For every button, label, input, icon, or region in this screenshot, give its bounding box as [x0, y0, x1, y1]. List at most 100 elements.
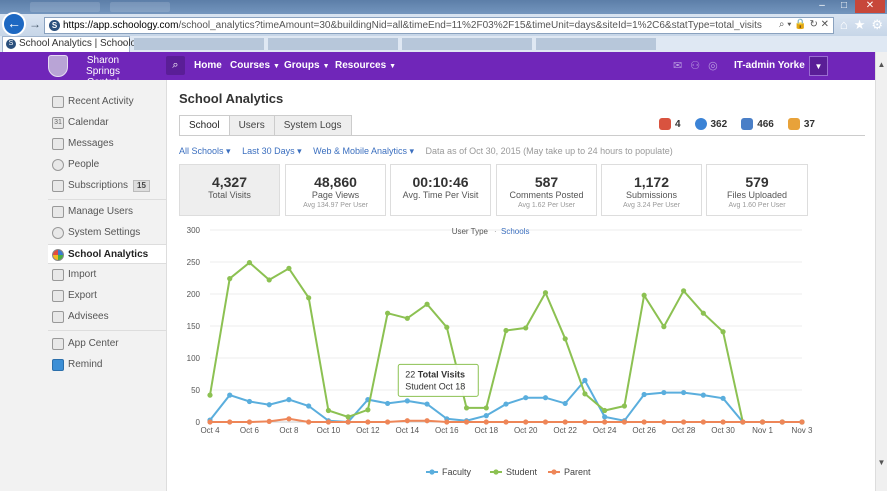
data-point-faculty[interactable]: [286, 397, 292, 403]
data-point-student[interactable]: [286, 265, 292, 271]
data-point-student[interactable]: [207, 392, 213, 398]
stat-avg-time[interactable]: 00:10:46 Avg. Time Per Visit: [390, 164, 491, 216]
data-point-student[interactable]: [582, 391, 588, 397]
favorites-star-icon[interactable]: ★: [853, 17, 866, 32]
data-point-student[interactable]: [542, 290, 549, 296]
settings-gear-icon[interactable]: ⚙: [871, 17, 883, 32]
data-point-student[interactable]: [483, 405, 489, 411]
browser-tab-inactive[interactable]: [268, 38, 398, 50]
forward-arrow-icon[interactable]: →: [29, 17, 41, 31]
school-crest-icon[interactable]: [48, 55, 68, 77]
data-point-student[interactable]: [444, 324, 450, 330]
data-point-faculty[interactable]: [246, 398, 253, 405]
data-point-student[interactable]: [246, 260, 253, 266]
home-icon[interactable]: ⌂: [839, 17, 848, 32]
data-point-parent[interactable]: [227, 419, 233, 425]
data-point-parent[interactable]: [799, 419, 805, 425]
data-point-parent[interactable]: [483, 419, 489, 425]
data-point-parent[interactable]: [365, 419, 371, 425]
data-point-student[interactable]: [266, 277, 272, 283]
sidebar-item-remind[interactable]: Remind: [48, 355, 166, 375]
data-point-student[interactable]: [227, 276, 233, 282]
sidebar-item-app-center[interactable]: App Center: [48, 334, 166, 354]
data-point-faculty[interactable]: [266, 402, 272, 408]
data-point-parent[interactable]: [404, 418, 410, 424]
tab-school[interactable]: School: [179, 115, 230, 136]
user-name[interactable]: IT-admin Yorke: [734, 60, 805, 71]
data-point-parent[interactable]: [424, 418, 430, 424]
data-point-student[interactable]: [700, 310, 706, 316]
scroll-up-icon[interactable]: ▲: [877, 60, 886, 69]
close-window-icon[interactable]: ✕: [855, 0, 885, 13]
data-point-student[interactable]: [523, 325, 529, 331]
tab-users[interactable]: Users: [228, 115, 275, 136]
data-point-student[interactable]: [621, 403, 627, 409]
data-point-student[interactable]: [385, 310, 391, 316]
data-point-parent[interactable]: [582, 419, 588, 425]
nav-courses[interactable]: Courses ▼: [230, 60, 280, 71]
messages-icon[interactable]: ✉: [673, 60, 683, 72]
data-point-parent[interactable]: [681, 419, 687, 425]
data-point-parent[interactable]: [503, 419, 509, 425]
stat-page-views[interactable]: 48,860 Page Views Avg 134.97 Per User: [285, 164, 386, 216]
data-point-faculty[interactable]: [385, 400, 391, 407]
data-point-student[interactable]: [365, 407, 371, 413]
data-point-parent[interactable]: [306, 419, 312, 425]
data-point-parent[interactable]: [779, 419, 785, 425]
data-point-faculty[interactable]: [641, 391, 647, 398]
data-point-parent[interactable]: [463, 419, 470, 425]
legend-marker-faculty[interactable]: [429, 469, 435, 475]
nav-home[interactable]: Home: [194, 60, 222, 71]
data-point-faculty[interactable]: [661, 389, 667, 396]
data-point-parent[interactable]: [602, 419, 608, 425]
tab-system-logs[interactable]: System Logs: [273, 115, 352, 136]
nav-resources[interactable]: Resources ▼: [335, 60, 397, 71]
data-point-student[interactable]: [681, 288, 687, 294]
data-point-faculty[interactable]: [602, 414, 608, 420]
data-point-parent[interactable]: [444, 419, 450, 425]
data-point-parent[interactable]: [207, 419, 213, 425]
data-point-parent[interactable]: [621, 419, 627, 425]
browser-tab-inactive[interactable]: [402, 38, 532, 50]
legend-marker-student[interactable]: [493, 469, 499, 475]
stat-files-uploaded[interactable]: 579 Files Uploaded Avg 1.60 Per User: [706, 164, 808, 216]
date-range-dropdown[interactable]: Last 30 Days ▾: [242, 146, 302, 156]
data-point-parent[interactable]: [759, 419, 766, 425]
data-point-faculty[interactable]: [562, 400, 568, 407]
minimize-icon[interactable]: –: [819, 0, 825, 11]
url-actions[interactable]: ⌕ ▾ 🔒 ↻ ✕: [778, 19, 829, 30]
data-point-parent[interactable]: [641, 419, 647, 425]
data-point-faculty[interactable]: [483, 413, 489, 419]
data-point-parent[interactable]: [246, 419, 253, 425]
data-point-parent[interactable]: [266, 418, 272, 424]
sidebar-item-messages[interactable]: Messages: [48, 134, 166, 154]
data-point-student[interactable]: [345, 414, 351, 420]
data-point-parent[interactable]: [661, 419, 667, 425]
maximize-icon[interactable]: □: [840, 0, 848, 11]
data-point-parent[interactable]: [385, 419, 391, 425]
data-point-parent[interactable]: [542, 419, 549, 425]
data-point-faculty[interactable]: [503, 401, 509, 407]
data-point-parent[interactable]: [562, 419, 568, 425]
sidebar-item-system-settings[interactable]: System Settings: [48, 223, 166, 243]
data-point-faculty[interactable]: [700, 392, 706, 398]
data-point-student[interactable]: [661, 324, 667, 330]
scroll-down-icon[interactable]: ▼: [877, 458, 886, 467]
close-tab-icon[interactable]: ×: [120, 38, 126, 49]
sidebar-item-advisees[interactable]: Advisees: [48, 307, 166, 327]
stat-comments-posted[interactable]: 587 Comments Posted Avg 1.62 Per User: [496, 164, 597, 216]
platform-dropdown[interactable]: Web & Mobile Analytics ▾: [313, 146, 415, 156]
requests-icon[interactable]: ⚇: [690, 60, 701, 72]
data-point-student[interactable]: [562, 336, 568, 342]
data-point-student[interactable]: [424, 301, 430, 307]
data-point-parent[interactable]: [345, 419, 351, 425]
sidebar-item-manage-users[interactable]: Manage Users: [48, 202, 166, 222]
page-scrollbar[interactable]: ▲ ▼: [875, 52, 887, 491]
stat-total-visits[interactable]: 4,327 Total Visits: [179, 164, 280, 216]
data-point-parent[interactable]: [740, 419, 746, 425]
data-point-faculty[interactable]: [424, 401, 430, 407]
sidebar-item-subscriptions[interactable]: Subscriptions 15: [48, 176, 166, 196]
stat-submissions[interactable]: 1,172 Submissions Avg 3.24 Per User: [601, 164, 702, 216]
data-point-faculty[interactable]: [404, 398, 410, 404]
schools-filter-dropdown[interactable]: All Schools ▾: [179, 146, 231, 156]
